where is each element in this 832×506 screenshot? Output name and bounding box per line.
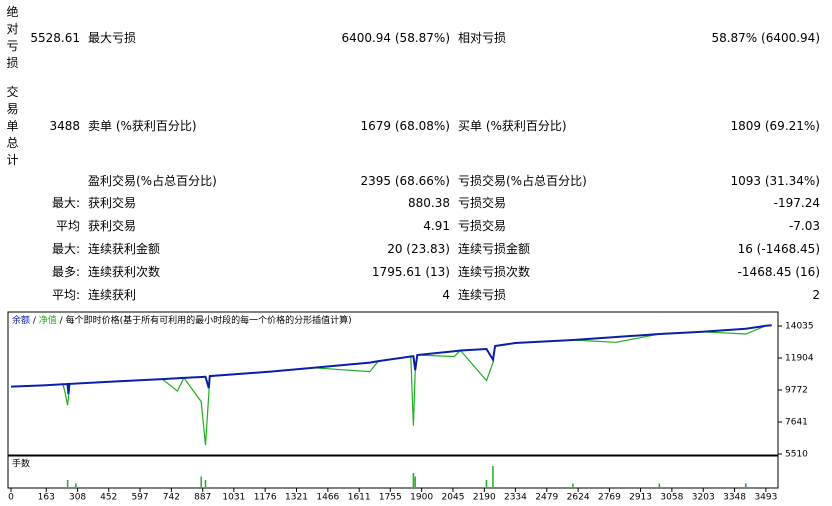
x-tick-label: 1321 [285,493,308,503]
x-tick-label: 1176 [254,493,277,503]
y-tick-label: 5510 [785,449,808,459]
stat-label: 连续获利金额 [88,242,161,256]
stat-label: 获利交易 [88,219,137,233]
row-lead: 平均: [51,288,80,302]
y-tick-label: 11904 [785,353,814,363]
stat-label: 买单 (%获利百分比) [458,119,567,133]
volume-label: 手数 [12,458,30,470]
stat-value: 58.87% (6400.94) [711,31,820,45]
row-lead: 平均 [55,219,80,233]
x-tick-label: 1031 [222,493,245,503]
x-tick-label: 308 [69,493,86,503]
legend-separator: / [33,316,39,326]
stat-label: 连续亏损 [458,288,507,302]
stat-value: 1795.61 (13) [371,265,450,279]
legend-entry: 余额 [12,314,33,326]
x-tick-label: 452 [100,493,117,503]
stat-value: 4 [442,288,450,302]
stat-value: 16 (-1468.45) [737,242,820,256]
x-tick-label: 2334 [504,493,527,503]
x-tick-label: 3348 [723,493,746,503]
y-tick-label: 9772 [785,386,808,396]
row-lead: 最大: [51,242,80,256]
stat-value: 2395 (68.66%) [360,174,450,188]
y-tick-label: 14035 [785,321,814,331]
stat-value: 1093 (31.34%) [730,174,820,188]
row-lead: 最大: [51,196,80,210]
stat-label: 亏损交易 [458,196,507,210]
stat-label: 亏损交易 [458,219,507,233]
stat-label: 连续获利 [88,288,137,302]
legend-entry: 净值 [39,314,60,326]
series-line [10,324,772,395]
x-tick-label: 1611 [348,493,371,503]
stat-value: 1679 (68.08%) [360,119,450,133]
legend: 余额 / 净值 / 每个即时价格(基于所有可利用的最小时段的每一个价格的分形插值… [12,314,352,326]
stat-label: 连续获利次数 [88,265,161,279]
legend-separator: / [60,316,66,326]
row-lead: 5528.61 [30,31,80,45]
stat-value: 6400.94 (58.87%) [341,31,450,45]
stat-value: 20 (23.83) [387,242,450,256]
x-tick-label: 2479 [535,493,558,503]
stat-value: -7.03 [788,219,820,233]
stat-value: 2 [812,288,820,302]
y-tick-label: 7641 [785,417,808,427]
x-tick-label: 3058 [660,493,683,503]
x-tick-label: 3203 [692,493,715,503]
stat-value: 880.38 [408,196,450,210]
x-tick-label: 3493 [754,493,777,503]
stat-label: 获利交易 [88,196,137,210]
volume-frame [7,455,779,489]
stat-value: 1809 (69.21%) [730,119,820,133]
side-label: 交易单总计 [6,84,19,167]
x-tick-label: 2624 [567,493,590,503]
stat-label: 最大亏损 [88,31,137,45]
x-tick-label: 2913 [629,493,652,503]
stat-value: -1468.45 (16) [737,265,820,279]
x-tick-label: 742 [163,493,180,503]
x-tick-label: 597 [131,493,148,503]
row-lead: 最多: [51,265,80,279]
stat-value: 4.91 [423,219,450,233]
stat-label: 连续亏损金额 [458,242,531,256]
side-label: 绝对亏损 [6,5,19,70]
stat-label: 相对亏损 [458,31,507,45]
stat-label: 盈利交易(%占总百分比) [88,174,217,188]
stat-label: 连续亏损次数 [458,265,531,279]
x-tick-label: 887 [194,493,211,503]
x-tick-label: 1900 [410,493,433,503]
x-tick-label: 0 [8,493,14,503]
x-tick-label: 2045 [442,493,465,503]
x-tick-label: 1466 [316,493,339,503]
x-tick-label: 1755 [379,493,402,503]
stat-label: 卖单 (%获利百分比) [88,119,197,133]
x-tick-label: 2769 [598,493,621,503]
stat-label: 亏损交易(%占总百分比) [458,174,587,188]
stat-value: -197.24 [773,196,820,210]
x-tick-label: 2190 [473,493,496,503]
row-lead: 3488 [49,119,80,133]
x-tick-label: 163 [38,493,55,503]
chart-subtitle: 每个即时价格(基于所有可利用的最小时段的每一个价格的分形插值计算) [66,314,352,326]
